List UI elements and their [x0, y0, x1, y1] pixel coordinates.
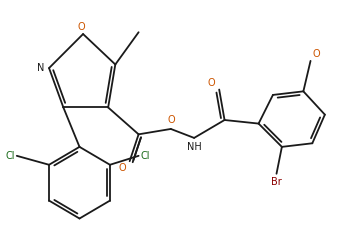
Text: O: O — [312, 49, 320, 59]
Text: Cl: Cl — [140, 151, 150, 161]
Text: Br: Br — [271, 177, 282, 186]
Text: O: O — [78, 22, 85, 32]
Text: O: O — [119, 163, 126, 173]
Text: N: N — [37, 63, 45, 73]
Text: O: O — [168, 115, 176, 125]
Text: Cl: Cl — [6, 151, 15, 161]
Text: NH: NH — [187, 142, 201, 152]
Text: O: O — [208, 78, 216, 88]
